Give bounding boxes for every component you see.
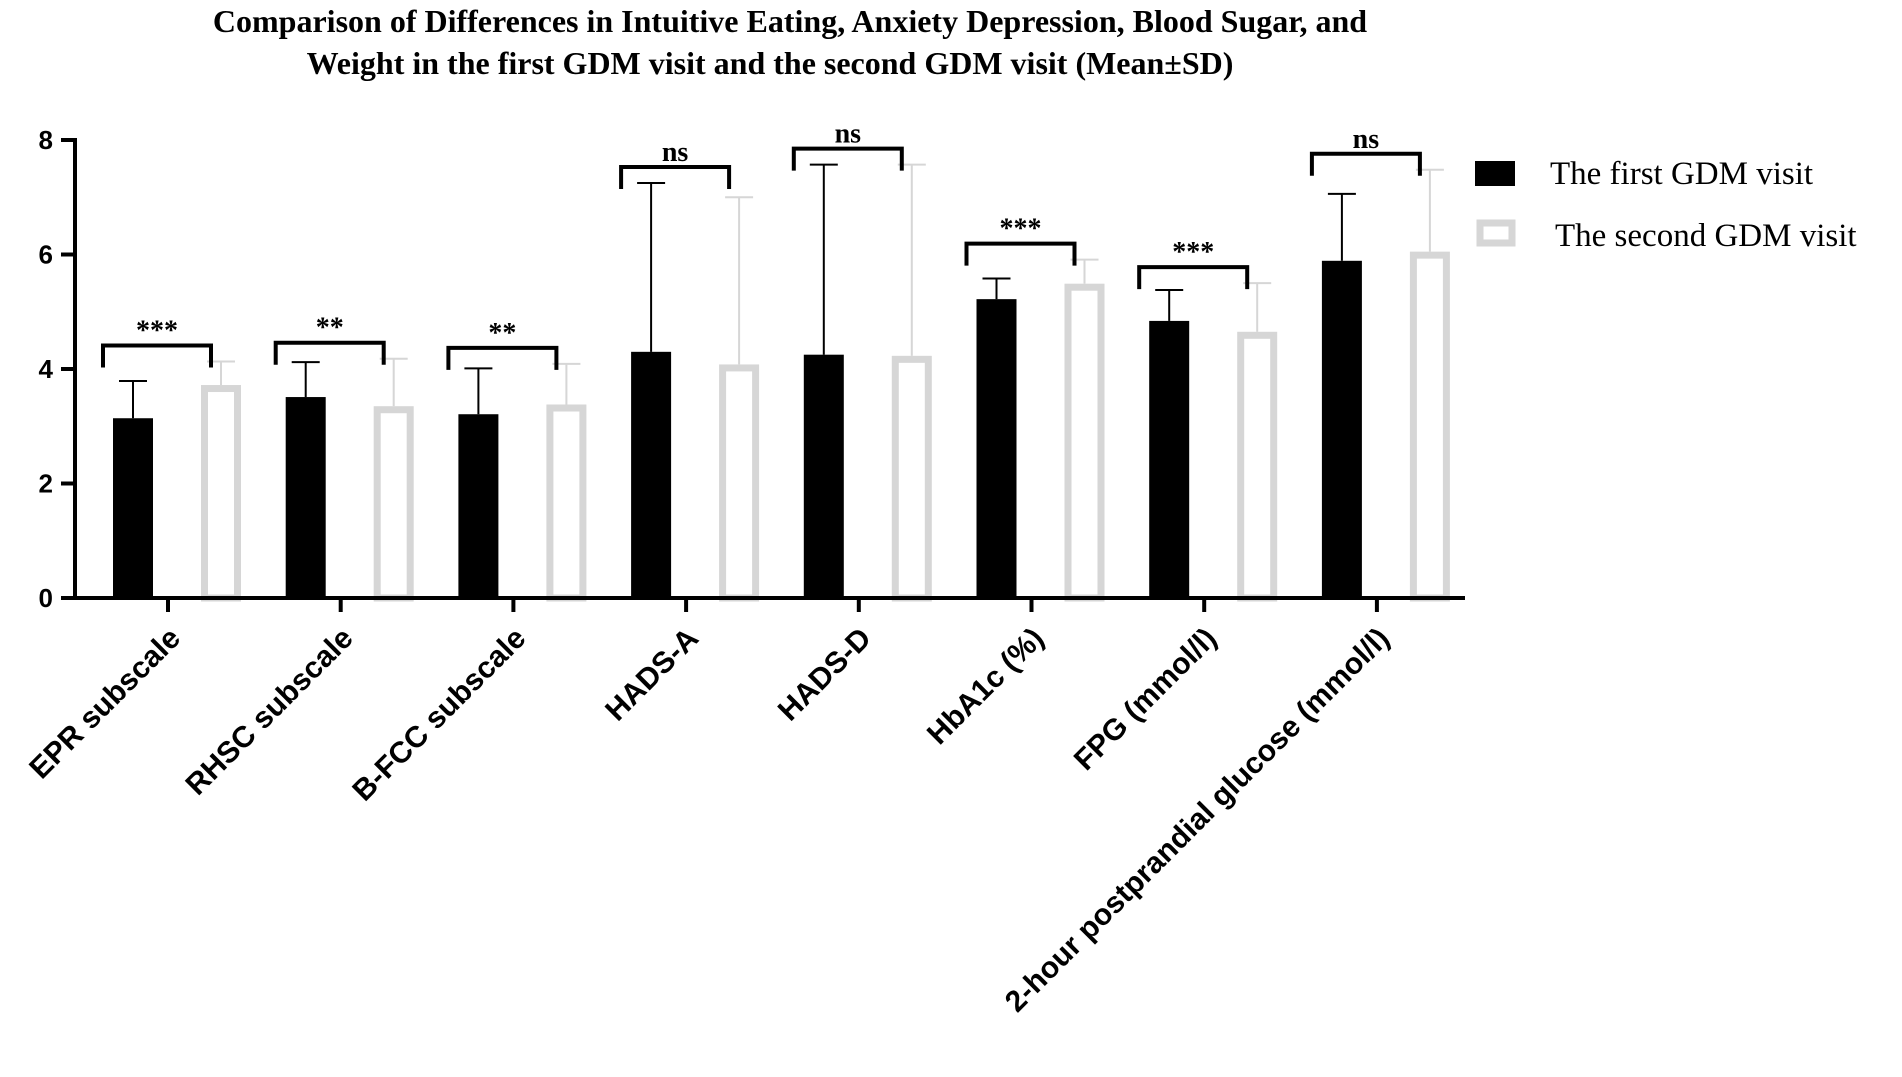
- significance-bracket: [1309, 151, 1422, 176]
- significance-bracket: [1137, 265, 1250, 290]
- bar-second-visit: [1409, 251, 1450, 602]
- chart-title-line-2: Weight in the first GDM visit and the se…: [307, 45, 1234, 81]
- legend: The first GDM visit The second GDM visit: [1475, 156, 1857, 254]
- y-tick-label: 4: [39, 354, 54, 384]
- bar-first-visit: [1321, 260, 1362, 598]
- bar-second-visit: [546, 404, 587, 602]
- significance-bracket: [619, 164, 732, 189]
- significance-bracket: [446, 345, 559, 370]
- significance-bracket: [791, 146, 904, 171]
- x-tick-label: FPG (mmol/l): [1068, 622, 1223, 777]
- bar-first-visit: [803, 354, 844, 598]
- significance-label: **: [316, 313, 344, 344]
- x-tick-label: RHSC subscale: [180, 622, 360, 802]
- bar-second-visit: [891, 355, 932, 602]
- bar-second-visit: [373, 406, 414, 602]
- y-tick-label: 6: [39, 240, 53, 270]
- plot-area: *** EPR subscale ** RHSC subscale ** B-FCC su…: [23, 119, 1465, 1019]
- x-tick-label: HADS-D: [772, 622, 878, 728]
- x-tick-label: B-FCC subscale: [346, 622, 532, 808]
- bar-first-visit: [113, 418, 153, 598]
- significance-label: ***: [1000, 214, 1042, 245]
- x-tick-label: EPR subscale: [23, 622, 187, 786]
- chart-title-line-1: Comparison of Differences in Intuitive E…: [213, 3, 1367, 39]
- x-tick-label: HADS-A: [599, 622, 705, 728]
- legend-label-second-visit: The second GDM visit: [1555, 218, 1857, 254]
- bar-second-visit: [1237, 331, 1278, 602]
- bar-first-visit: [458, 414, 499, 598]
- significance-label: ns: [835, 119, 862, 150]
- bar-first-visit: [976, 299, 1017, 598]
- significance-label: ns: [1353, 124, 1380, 155]
- x-tick-label: HbA1c (%): [921, 622, 1050, 751]
- significance-bracket: [101, 343, 213, 368]
- y-tick-label: 2: [39, 469, 53, 499]
- significance-label: **: [488, 318, 516, 349]
- significance-bracket: [964, 241, 1077, 266]
- x-tick-label: 2-hour postprandial glucose (mmol/l): [999, 622, 1396, 1019]
- legend-label-first-visit: The first GDM visit: [1550, 156, 1813, 192]
- bar-second-visit: [719, 364, 760, 602]
- bar-first-visit: [285, 397, 326, 598]
- significance-label: ***: [1172, 237, 1214, 268]
- significance-bracket: [273, 340, 386, 365]
- y-tick-label: 8: [39, 125, 53, 155]
- bar-second-visit: [1064, 283, 1105, 602]
- bar-first-visit: [1149, 320, 1190, 598]
- significance-label: ns: [662, 137, 689, 168]
- legend-swatch-first-visit: [1475, 161, 1515, 186]
- significance-label: ***: [136, 316, 178, 347]
- legend-swatch-second-visit: [1476, 219, 1516, 247]
- bar-first-visit: [631, 351, 672, 598]
- y-tick-label: 0: [39, 583, 53, 613]
- bar-second-visit: [201, 385, 241, 602]
